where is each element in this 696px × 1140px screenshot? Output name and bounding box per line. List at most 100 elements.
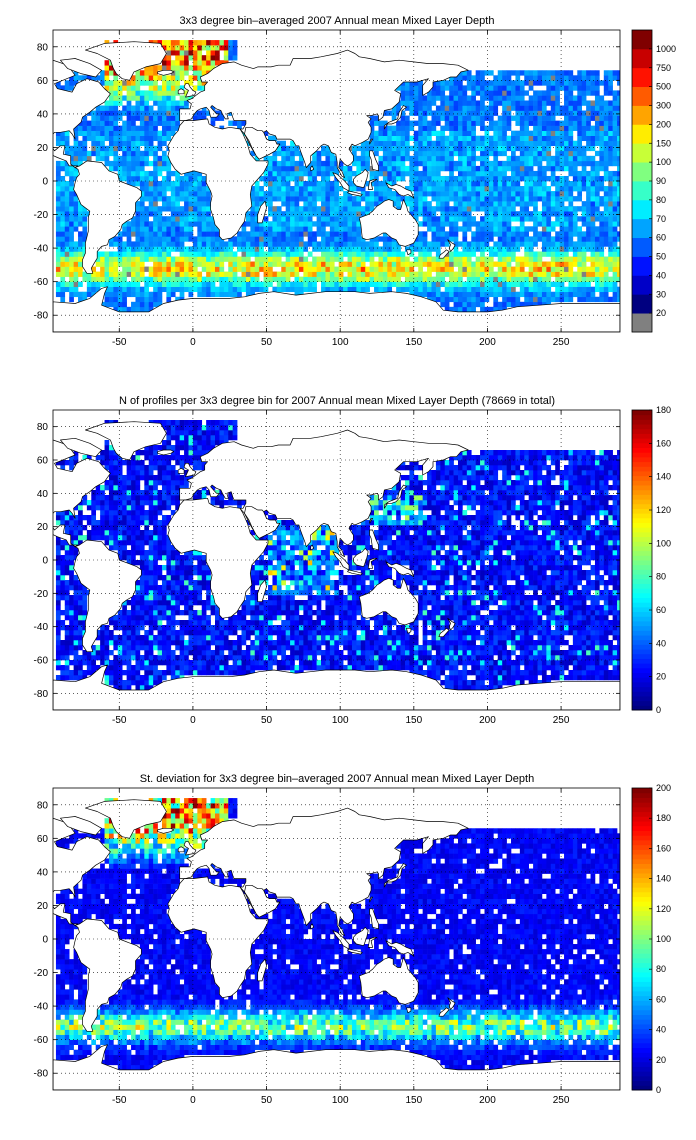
heatmap-cell bbox=[581, 95, 587, 101]
heatmap-cell bbox=[533, 95, 538, 101]
heatmap-cell bbox=[316, 246, 322, 252]
heatmap-cell bbox=[250, 271, 256, 277]
heatmap-cell bbox=[396, 660, 401, 666]
heatmap-cell bbox=[64, 160, 70, 167]
heatmap-cell bbox=[511, 206, 516, 212]
heatmap-cell bbox=[568, 85, 574, 91]
heatmap-cell bbox=[444, 135, 450, 142]
heatmap-cell bbox=[91, 660, 97, 666]
heatmap-cell bbox=[201, 670, 207, 676]
heatmap-cell bbox=[511, 155, 516, 162]
heatmap-cell bbox=[409, 246, 415, 252]
heatmap-cell bbox=[458, 206, 463, 212]
heatmap-cell bbox=[197, 75, 203, 81]
heatmap-cell bbox=[511, 181, 516, 187]
heatmap-cell bbox=[400, 266, 406, 272]
heatmap-cell bbox=[104, 675, 110, 681]
heatmap-cell bbox=[343, 175, 348, 182]
heatmap-cell bbox=[581, 165, 587, 172]
heatmap-cell bbox=[550, 110, 556, 116]
colorbar-swatch bbox=[632, 162, 652, 182]
heatmap-cell bbox=[511, 145, 516, 152]
heatmap-cell bbox=[153, 271, 158, 277]
heatmap-cell bbox=[356, 281, 362, 287]
heatmap-cell bbox=[153, 261, 158, 267]
heatmap-cell bbox=[312, 170, 317, 177]
heatmap-cell bbox=[435, 231, 441, 237]
heatmap-cell bbox=[170, 670, 176, 676]
heatmap-cell bbox=[541, 296, 547, 303]
heatmap-cell bbox=[298, 186, 304, 192]
heatmap-cell bbox=[144, 75, 150, 81]
heatmap-cell bbox=[488, 216, 494, 222]
heatmap-cell bbox=[537, 261, 543, 267]
heatmap-cell bbox=[519, 201, 525, 207]
heatmap-cell bbox=[254, 271, 260, 277]
heatmap-cell bbox=[422, 115, 428, 121]
heatmap-cell bbox=[60, 655, 66, 661]
heatmap-cell bbox=[493, 201, 499, 207]
heatmap-cell bbox=[572, 256, 578, 262]
heatmap-cell bbox=[493, 155, 499, 162]
heatmap-cell bbox=[396, 256, 401, 262]
heatmap-cell bbox=[519, 175, 525, 182]
heatmap-cell bbox=[135, 256, 141, 262]
heatmap-cell bbox=[144, 276, 150, 282]
heatmap-cell bbox=[161, 181, 167, 187]
heatmap-cell bbox=[409, 201, 415, 207]
heatmap-cell bbox=[374, 150, 379, 157]
heatmap-cell bbox=[617, 266, 620, 272]
heatmap-cell bbox=[453, 175, 459, 182]
heatmap-cell bbox=[413, 271, 419, 277]
heatmap-cell bbox=[603, 665, 609, 671]
heatmap-cell bbox=[528, 286, 534, 293]
heatmap-cell bbox=[139, 286, 145, 293]
heatmap-cell bbox=[245, 670, 251, 676]
heatmap-cell bbox=[170, 130, 176, 136]
heatmap-cell bbox=[519, 301, 525, 308]
heatmap-cell bbox=[577, 175, 583, 182]
heatmap-cell bbox=[528, 115, 534, 121]
heatmap-cell bbox=[568, 191, 574, 197]
heatmap-cell bbox=[192, 40, 198, 46]
heatmap-cell bbox=[427, 145, 432, 152]
heatmap-cell bbox=[290, 170, 295, 177]
heatmap-cell bbox=[104, 155, 110, 162]
heatmap-cell bbox=[559, 80, 565, 86]
heatmap-cell bbox=[603, 100, 609, 106]
heatmap-cell bbox=[215, 226, 220, 232]
heatmap-cell bbox=[184, 226, 189, 232]
heatmap-cell bbox=[69, 150, 74, 157]
heatmap-cell bbox=[422, 150, 428, 157]
heatmap-cell bbox=[250, 246, 256, 252]
heatmap-cell bbox=[161, 60, 167, 66]
heatmap-cell bbox=[298, 251, 304, 257]
heatmap-cell bbox=[484, 291, 490, 298]
heatmap-cell bbox=[281, 181, 286, 187]
heatmap-cell bbox=[550, 135, 556, 142]
heatmap-cell bbox=[599, 251, 605, 257]
heatmap-cell bbox=[533, 115, 538, 121]
heatmap-cell bbox=[462, 675, 468, 681]
heatmap-cell bbox=[272, 155, 278, 162]
heatmap-cell bbox=[550, 90, 556, 96]
heatmap-cell bbox=[108, 140, 114, 147]
heatmap-cell bbox=[276, 276, 282, 282]
heatmap-cell bbox=[369, 241, 375, 247]
heatmap-cell bbox=[108, 70, 114, 76]
heatmap-cell bbox=[303, 170, 309, 177]
heatmap-cell bbox=[400, 271, 406, 277]
heatmap-cell bbox=[475, 105, 481, 111]
heatmap-cell bbox=[599, 80, 605, 86]
heatmap-cell bbox=[480, 216, 485, 222]
heatmap-cell bbox=[161, 80, 167, 86]
heatmap-cell bbox=[568, 231, 574, 237]
heatmap-cell bbox=[131, 110, 136, 116]
heatmap-cell bbox=[157, 256, 163, 262]
heatmap-cell bbox=[431, 276, 437, 282]
heatmap-cell bbox=[387, 196, 393, 202]
heatmap-cell bbox=[564, 105, 569, 111]
heatmap-cell bbox=[387, 281, 393, 287]
heatmap-cell bbox=[351, 160, 357, 167]
heatmap-cell bbox=[334, 271, 340, 277]
